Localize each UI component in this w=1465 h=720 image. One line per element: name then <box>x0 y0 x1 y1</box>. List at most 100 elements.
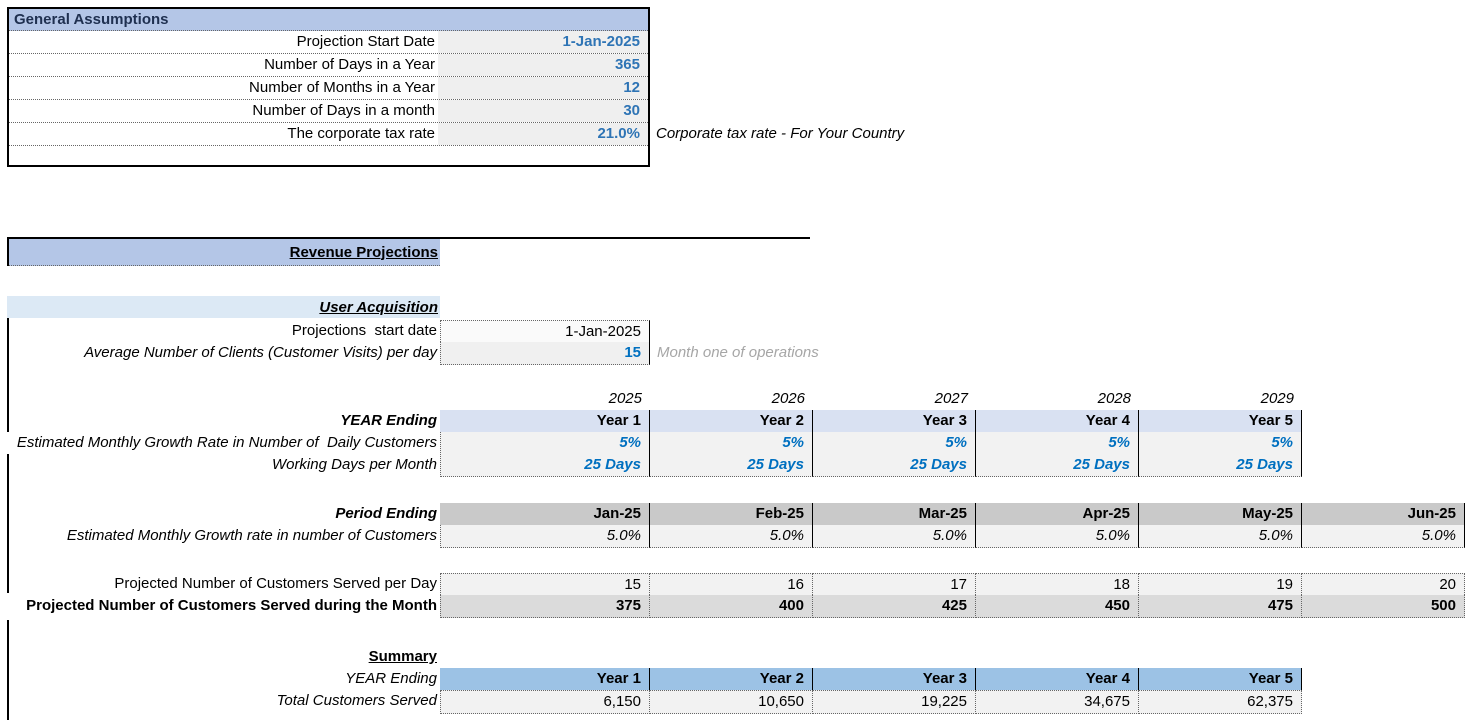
customers-per-day-cell[interactable]: 18 <box>976 573 1139 597</box>
total-customers-cell[interactable]: 10,650 <box>650 690 813 714</box>
summary-year-cell[interactable]: Year 4 <box>976 668 1139 690</box>
left-border-segment <box>7 239 9 266</box>
table-row: The corporate tax rate 21.0% <box>9 123 648 146</box>
row-label-working-days: Working Days per Month <box>271 456 437 473</box>
yearly-growth-cell[interactable]: 5% <box>650 432 813 455</box>
working-days-cell[interactable]: 25 Days <box>440 454 650 477</box>
period-header-cell[interactable]: Jun-25 <box>1302 503 1465 525</box>
revenue-projections-header: Revenue Projections <box>7 239 440 266</box>
table-row: Number of Days in a month 30 <box>9 100 648 123</box>
total-customers-cell[interactable]: 19,225 <box>813 690 976 714</box>
period-ending-row: Period Ending Jan-25 Feb-25 Mar-25 Apr-2… <box>0 503 1465 525</box>
revenue-projections-title: Revenue Projections <box>289 243 438 261</box>
row-label-average-clients: Average Number of Clients (Customer Visi… <box>84 344 437 361</box>
row-label-corporate-tax-rate: The corporate tax rate <box>287 125 435 142</box>
working-days-cell[interactable]: 25 Days <box>813 454 976 477</box>
monthly-growth-cell[interactable]: 5.0% <box>1302 525 1465 548</box>
left-border-segment <box>7 620 9 720</box>
year-number-cell: 2026 <box>771 390 805 407</box>
period-header-cell[interactable]: Mar-25 <box>813 503 976 525</box>
total-customers-cell[interactable]: 62,375 <box>1139 690 1302 714</box>
customers-per-month-cell[interactable]: 475 <box>1139 595 1302 618</box>
yearly-growth-cell[interactable]: 5% <box>1139 432 1302 455</box>
yearly-growth-row: Estimated Monthly Growth Rate in Number … <box>0 432 1465 455</box>
row-label-summary-year-ending: YEAR Ending <box>345 670 437 687</box>
customers-per-day-cell[interactable]: 16 <box>650 573 813 597</box>
year-number-cell: 2028 <box>1097 390 1131 407</box>
row-label-total-customers: Total Customers Served <box>276 692 437 709</box>
user-acquisition-title: User Acquisition <box>319 298 438 316</box>
yearly-growth-cell[interactable]: 5% <box>976 432 1139 455</box>
customers-per-day-row: Projected Number of Customers Served per… <box>0 573 1465 597</box>
row-label-customers-per-day: Projected Number of Customers Served per… <box>114 575 437 592</box>
year-ending-cell[interactable]: Year 4 <box>976 410 1139 432</box>
year-ending-cell[interactable]: Year 5 <box>1139 410 1302 432</box>
monthly-growth-cell[interactable]: 5.0% <box>813 525 976 548</box>
summary-year-cell[interactable]: Year 2 <box>650 668 813 690</box>
row-label-months-in-year: Number of Months in a Year <box>249 79 435 96</box>
row-label-yearly-growth: Estimated Monthly Growth Rate in Number … <box>16 434 437 451</box>
customers-per-month-cell[interactable]: 400 <box>650 595 813 618</box>
summary-year-row: YEAR Ending Year 1 Year 2 Year 3 Year 4 … <box>0 668 1465 690</box>
cell-projection-start-date[interactable]: 1-Jan-2025 <box>438 31 648 53</box>
year-ending-cell[interactable]: Year 2 <box>650 410 813 432</box>
table-row: Number of Months in a Year 12 <box>9 77 648 100</box>
customers-per-month-cell[interactable]: 500 <box>1302 595 1465 618</box>
table-row: Number of Days in a Year 365 <box>9 54 648 77</box>
period-header-cell[interactable]: Feb-25 <box>650 503 813 525</box>
monthly-growth-cell[interactable]: 5.0% <box>440 525 650 548</box>
customers-per-month-row: Projected Number of Customers Served dur… <box>0 595 1465 618</box>
row-label-year-ending: YEAR Ending <box>340 412 437 429</box>
row-label-empty <box>0 388 440 410</box>
working-days-cell[interactable]: 25 Days <box>650 454 813 477</box>
row-label-monthly-growth: Estimated Monthly Growth rate in number … <box>66 527 437 544</box>
customers-per-day-cell[interactable]: 19 <box>1139 573 1302 597</box>
total-customers-cell[interactable]: 34,675 <box>976 690 1139 714</box>
cell-projections-start-date[interactable]: 1-Jan-2025 <box>440 320 650 344</box>
year-number-cell: 2029 <box>1260 390 1294 407</box>
year-number-cell: 2025 <box>608 390 642 407</box>
summary-total-row: Total Customers Served 6,150 10,650 19,2… <box>0 690 1465 714</box>
monthly-growth-cell[interactable]: 5.0% <box>1139 525 1302 548</box>
customers-per-month-cell[interactable]: 425 <box>813 595 976 618</box>
summary-year-cell[interactable]: Year 1 <box>440 668 650 690</box>
year-header-row: 2025 2026 2027 2028 2029 <box>0 388 1465 410</box>
corporate-tax-note: Corporate tax rate - For Your Country <box>656 125 905 142</box>
total-customers-cell[interactable]: 6,150 <box>440 690 650 714</box>
year-number-cell: 2027 <box>934 390 968 407</box>
year-ending-cell[interactable]: Year 1 <box>440 410 650 432</box>
cell-days-in-month[interactable]: 30 <box>438 100 648 122</box>
row-label-days-in-month: Number of Days in a month <box>252 102 435 119</box>
cell-days-in-year[interactable]: 365 <box>438 54 648 76</box>
row-label-customers-per-month: Projected Number of Customers Served dur… <box>26 597 437 614</box>
customers-per-day-cell[interactable]: 17 <box>813 573 976 597</box>
summary-title: Summary <box>368 648 437 665</box>
row-label-projection-start-date: Projection Start Date <box>296 33 435 50</box>
year-ending-cell[interactable]: Year 3 <box>813 410 976 432</box>
cell-corporate-tax-rate[interactable]: 21.0% <box>438 123 648 145</box>
customers-per-day-cell[interactable]: 15 <box>440 573 650 597</box>
yearly-growth-cell[interactable]: 5% <box>813 432 976 455</box>
summary-year-cell[interactable]: Year 3 <box>813 668 976 690</box>
working-days-cell[interactable]: 25 Days <box>1139 454 1302 477</box>
customers-per-month-cell[interactable]: 375 <box>440 595 650 618</box>
table-row: Projections start date 1-Jan-2025 <box>0 320 1465 344</box>
period-header-cell[interactable]: May-25 <box>1139 503 1302 525</box>
customers-per-day-cell[interactable]: 20 <box>1302 573 1465 597</box>
user-acquisition-header: User Acquisition <box>7 296 440 318</box>
row-label-projections-start-date: Projections start date <box>291 322 437 339</box>
customers-per-month-cell[interactable]: 450 <box>976 595 1139 618</box>
monthly-growth-cell[interactable]: 5.0% <box>650 525 813 548</box>
cell-months-in-year[interactable]: 12 <box>438 77 648 99</box>
summary-year-cell[interactable]: Year 5 <box>1139 668 1302 690</box>
divider-line <box>7 237 810 239</box>
general-assumptions-title: General Assumptions <box>9 9 648 31</box>
monthly-growth-cell[interactable]: 5.0% <box>976 525 1139 548</box>
cell-average-clients-per-day[interactable]: 15 <box>440 342 650 365</box>
left-border-segment <box>7 454 9 593</box>
row-label-period-ending: Period Ending <box>335 505 437 522</box>
period-header-cell[interactable]: Jan-25 <box>440 503 650 525</box>
period-header-cell[interactable]: Apr-25 <box>976 503 1139 525</box>
working-days-cell[interactable]: 25 Days <box>976 454 1139 477</box>
yearly-growth-cell[interactable]: 5% <box>440 432 650 455</box>
